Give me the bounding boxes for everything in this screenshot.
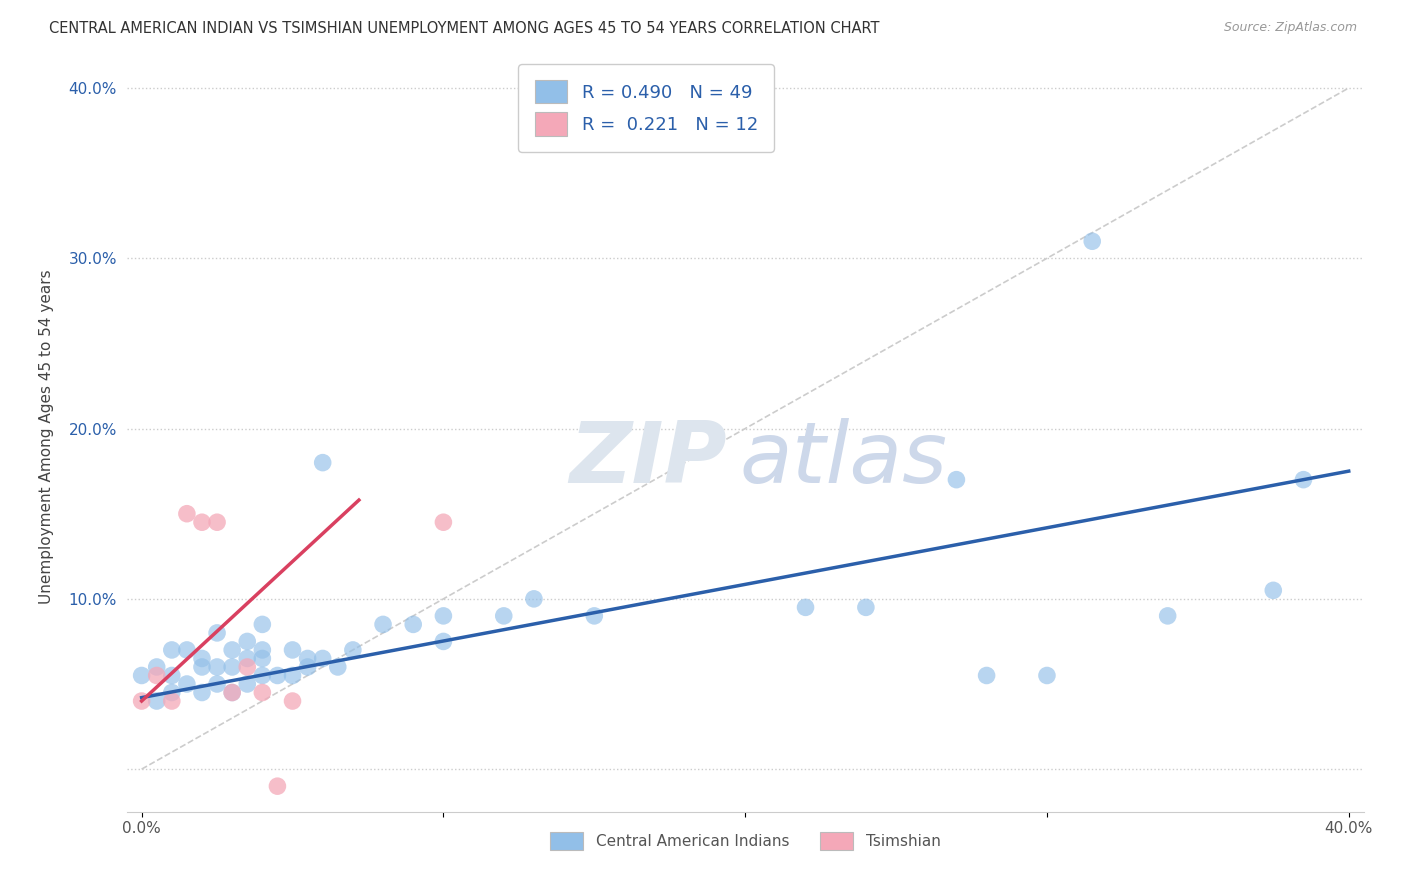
Point [523, 591, 546, 606]
Point [145, 668, 167, 682]
Point [252, 668, 274, 682]
Point [266, 668, 288, 682]
Point [1036, 668, 1059, 682]
Text: ZIP: ZIP [569, 418, 727, 501]
Point [492, 608, 515, 623]
Point [160, 643, 183, 657]
Point [432, 515, 454, 529]
Point [1292, 473, 1315, 487]
Point [145, 694, 167, 708]
Point [312, 651, 335, 665]
Point [312, 456, 335, 470]
Point [794, 600, 817, 615]
Point [583, 608, 606, 623]
Point [205, 515, 228, 529]
Point [1156, 608, 1178, 623]
Point [297, 651, 319, 665]
Point [281, 694, 304, 708]
Point [976, 668, 998, 682]
Point [160, 668, 183, 682]
Point [281, 643, 304, 657]
Point [191, 651, 214, 665]
Point [432, 608, 454, 623]
Point [236, 677, 259, 691]
Point [342, 643, 364, 657]
Point [221, 685, 243, 699]
Point [855, 600, 877, 615]
Y-axis label: Unemployment Among Ages 45 to 54 years: Unemployment Among Ages 45 to 54 years [39, 269, 55, 605]
Point [236, 634, 259, 648]
Point [1081, 234, 1104, 248]
Point [160, 694, 183, 708]
Point [1263, 583, 1285, 598]
Point [221, 643, 243, 657]
Point [326, 660, 349, 674]
Point [402, 617, 425, 632]
Point [191, 515, 214, 529]
Point [236, 651, 259, 665]
Point [191, 660, 214, 674]
Point [297, 660, 319, 674]
Point [945, 473, 967, 487]
Point [145, 660, 167, 674]
Point [236, 660, 259, 674]
Text: Source: ZipAtlas.com: Source: ZipAtlas.com [1223, 21, 1357, 34]
Point [252, 617, 274, 632]
Point [131, 668, 153, 682]
Point [266, 779, 288, 793]
Point [252, 643, 274, 657]
Point [191, 685, 214, 699]
Text: atlas: atlas [740, 418, 948, 501]
Point [205, 677, 228, 691]
Point [371, 617, 394, 632]
Legend: Central American Indians, Tsimshian: Central American Indians, Tsimshian [544, 826, 946, 856]
Point [252, 685, 274, 699]
Point [176, 643, 198, 657]
Point [160, 685, 183, 699]
Point [281, 668, 304, 682]
Point [205, 660, 228, 674]
Point [221, 660, 243, 674]
Point [176, 507, 198, 521]
Text: CENTRAL AMERICAN INDIAN VS TSIMSHIAN UNEMPLOYMENT AMONG AGES 45 TO 54 YEARS CORR: CENTRAL AMERICAN INDIAN VS TSIMSHIAN UNE… [49, 21, 880, 36]
Point [205, 626, 228, 640]
Point [221, 685, 243, 699]
Point [252, 651, 274, 665]
Point [432, 634, 454, 648]
Point [131, 694, 153, 708]
Point [176, 677, 198, 691]
